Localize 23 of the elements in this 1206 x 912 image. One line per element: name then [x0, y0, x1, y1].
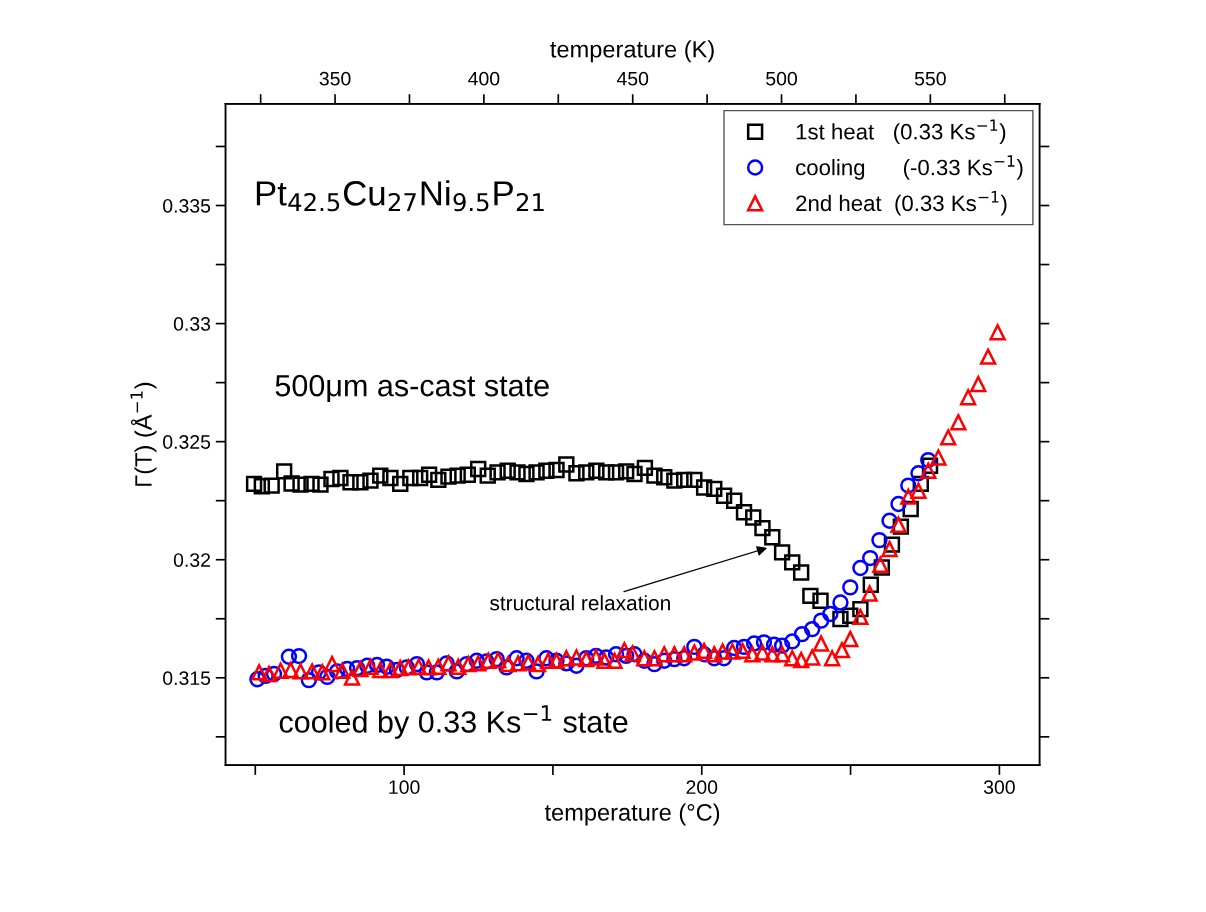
y-tick-label: 0.33 — [173, 317, 211, 331]
x2-tick-label: 400 — [468, 71, 500, 86]
y-tick-label: 0.315 — [163, 671, 211, 686]
y-tick-label: 0.32 — [173, 553, 210, 567]
annotation: structural relaxation — [490, 595, 670, 611]
y-tick-label: 0.335 — [163, 198, 211, 213]
x-tick-label: 300 — [983, 780, 1015, 795]
legend-label: 1st heat (0.33 Ks$^{−1}$) — [796, 119, 1006, 144]
x-axis-title: temperature (°C) — [544, 803, 720, 826]
x2-tick-label: 500 — [766, 71, 797, 86]
x2-tick-label: 350 — [319, 71, 351, 86]
y-axis-title: Γ(T) (Å$^{−1}$) — [130, 382, 157, 486]
annotation: cooled by 0.33 Ks$^{−1}$ state — [279, 705, 628, 739]
annotation: 500μm as-cast state — [275, 374, 549, 403]
legend-label: cooling (-0.33 Ks$^{−1}$) — [796, 155, 1023, 180]
legend-label: 2nd heat (0.33 Ks$^{−1}$) — [796, 191, 1007, 216]
annotation: Pt$_{42.5}$Cu$_{27}$Ni$_{9.5}$P$_{21}$ — [256, 180, 544, 212]
x2-axis-title: temperature (K) — [550, 40, 714, 63]
x-tick-label: 100 — [389, 780, 420, 795]
x-tick-label: 200 — [686, 780, 718, 795]
x2-tick-label: 550 — [914, 71, 946, 86]
x2-tick-label: 450 — [616, 71, 649, 86]
y-tick-label: 0.325 — [163, 435, 211, 449]
